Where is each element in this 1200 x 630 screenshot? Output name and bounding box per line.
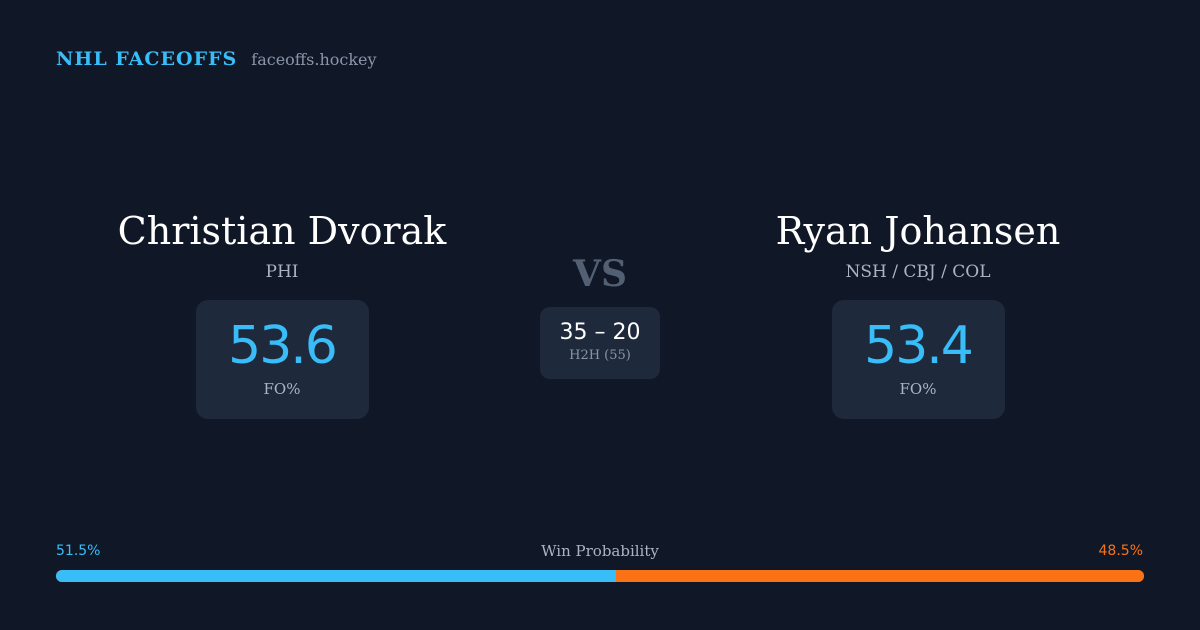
vs-label: VS bbox=[573, 253, 627, 295]
brand-domain: faceoffs.hockey bbox=[251, 50, 377, 69]
win-probability-right: 48.5% bbox=[1098, 543, 1143, 559]
player-right-stat-label: FO% bbox=[899, 380, 937, 398]
player-right-stat-value: 53.4 bbox=[864, 316, 974, 376]
win-probability-fill-right bbox=[616, 570, 1144, 582]
player-left: Christian Dvorak PHI 53.6 FO% bbox=[42, 206, 522, 419]
head-to-head-label: H2H (55) bbox=[569, 348, 631, 363]
player-right-team: NSH / CBJ / COL bbox=[845, 262, 991, 282]
brand: NHL FACEOFFS faceoffs.hockey bbox=[56, 48, 377, 70]
win-probability-title: Win Probability bbox=[541, 542, 659, 560]
head-to-head-card: 35 – 20 H2H (55) bbox=[540, 307, 660, 379]
player-left-stat-label: FO% bbox=[263, 380, 301, 398]
win-probability-bar bbox=[56, 570, 1144, 582]
player-left-stat-card: 53.6 FO% bbox=[195, 300, 369, 419]
player-right: Ryan Johansen NSH / CBJ / COL 53.4 FO% bbox=[678, 206, 1158, 419]
brand-name: NHL FACEOFFS bbox=[56, 48, 238, 70]
head-to-head-score: 35 – 20 bbox=[559, 320, 641, 345]
player-left-name: Christian Dvorak bbox=[117, 209, 447, 253]
win-probability-fill-left bbox=[56, 570, 617, 582]
player-right-name: Ryan Johansen bbox=[775, 209, 1061, 253]
player-left-team: PHI bbox=[265, 262, 299, 282]
player-left-stat-value: 53.6 bbox=[228, 316, 338, 376]
player-right-stat-card: 53.4 FO% bbox=[831, 300, 1005, 419]
win-probability-left: 51.5% bbox=[56, 543, 101, 559]
